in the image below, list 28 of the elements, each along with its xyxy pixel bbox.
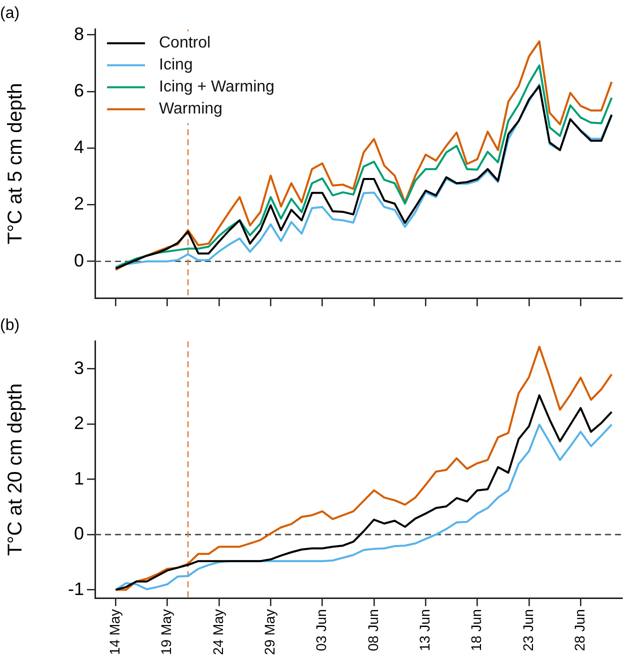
x-tick-label: 08 Jun [364,609,381,652]
y-tick-label: 6 [74,80,84,100]
x-tick-label: 14 May [106,609,123,656]
chart-title: (b) [0,317,20,334]
y-tick-label: 0 [74,250,84,270]
y-axis-title: T°C at 20 cm depth [4,383,27,556]
y-tick-label: 2 [74,413,84,434]
chart-title: (a) [0,5,20,22]
y-tick-label: 0 [74,524,84,544]
y-tick-label: 3 [74,358,84,378]
legend-label: Warming [159,100,222,118]
x-tick-label: 29 May [262,609,278,656]
x-tick-label: 23 Jun [520,609,536,652]
x-tick-label: 24 May [210,609,226,656]
x-tick-label: 18 Jun [468,609,484,652]
x-tick-label: 19 May [158,609,174,656]
y-axis-title: T°C at 5 cm depth [4,82,27,244]
y-tick-label: 1 [74,468,84,488]
y-tick-label: -1 [68,578,84,599]
legend-label: Icing + Warming [159,78,274,96]
y-tick-label: 2 [74,194,84,214]
legend-label: Control [159,34,211,52]
x-tick-label: 28 Jun [572,609,588,652]
legend-label: Icing [159,56,193,74]
y-tick-label: 4 [74,137,84,158]
y-tick-label: 8 [74,24,84,44]
x-tick-label: 13 Jun [416,609,433,652]
x-tick-label: 03 Jun [313,609,330,652]
